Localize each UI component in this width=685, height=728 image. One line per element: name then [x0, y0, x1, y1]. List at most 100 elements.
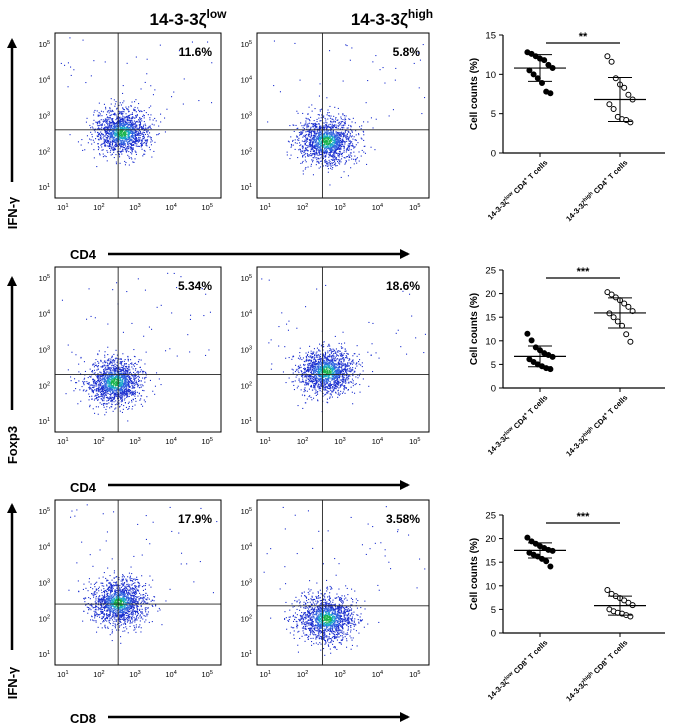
data-point [608, 291, 615, 298]
event-dot [122, 140, 124, 142]
event-dot [337, 140, 339, 142]
event-dot [130, 363, 132, 365]
event-dot [108, 123, 110, 125]
event-dot [132, 374, 134, 376]
event-dot [115, 140, 117, 142]
event-dot [143, 138, 145, 140]
event-dot [349, 134, 351, 136]
event-dot [97, 149, 99, 151]
event-dot [307, 113, 309, 115]
event-dot [103, 394, 105, 396]
event-dot [115, 144, 117, 146]
event-dot [113, 131, 115, 133]
event-dot [135, 56, 137, 58]
event-dot [103, 375, 105, 377]
event-dot [315, 138, 317, 140]
event-dot [112, 384, 114, 386]
event-dot [343, 171, 345, 173]
event-dot [316, 143, 318, 145]
event-dot [323, 130, 325, 132]
event-dot [111, 365, 113, 367]
event-dot [108, 126, 110, 128]
event-dot [116, 388, 118, 390]
event-dot [337, 144, 339, 146]
event-dot [67, 62, 69, 64]
event-dot [112, 129, 114, 131]
event-dot [138, 392, 140, 394]
event-dot [102, 120, 104, 122]
event-dot [354, 155, 356, 157]
event-dot [335, 149, 337, 151]
event-dot [105, 130, 107, 132]
event-dot [318, 162, 320, 164]
event-dot [338, 113, 340, 115]
event-dot [130, 123, 132, 125]
event-dot [319, 125, 321, 127]
event-dot [120, 366, 122, 368]
event-dot [123, 384, 125, 386]
event-dot [82, 382, 84, 384]
event-dot [120, 384, 122, 386]
event-dot [121, 143, 123, 145]
event-dot [78, 380, 80, 382]
event-dot [120, 379, 122, 381]
event-dot [309, 141, 311, 143]
event-dot [123, 395, 125, 397]
event-dot [345, 115, 347, 117]
event-dot [131, 135, 133, 137]
event-dot [130, 392, 132, 394]
event-dot [116, 381, 118, 383]
data-point [629, 308, 636, 315]
event-dot [118, 358, 120, 360]
event-dot [344, 133, 346, 135]
event-dot [120, 377, 122, 379]
event-dot [141, 143, 143, 145]
event-dot [307, 150, 309, 152]
event-dot [109, 132, 111, 134]
event-dot [342, 121, 344, 123]
event-dot [123, 118, 125, 120]
event-dot [413, 62, 415, 64]
event-dot [115, 163, 117, 165]
event-dot [94, 389, 96, 391]
event-dot [319, 148, 321, 150]
event-dot [330, 143, 332, 145]
event-dot [110, 144, 112, 146]
event-dot [325, 145, 327, 147]
event-dot [108, 383, 110, 385]
event-dot [106, 396, 108, 398]
event-dot [341, 128, 343, 130]
event-dot [142, 370, 144, 372]
event-dot [136, 120, 138, 122]
event-dot [326, 161, 328, 163]
event-dot [119, 385, 121, 387]
event-dot [94, 372, 96, 374]
tick-base: 10 [39, 76, 47, 85]
event-dot [301, 150, 303, 152]
event-dot [102, 393, 104, 395]
event-dot [101, 396, 103, 398]
event-dot [121, 399, 123, 401]
event-dot [114, 126, 116, 128]
data-point [604, 53, 611, 60]
event-dot [154, 385, 156, 387]
event-dot [126, 108, 128, 110]
event-dot [98, 396, 100, 398]
event-dot [302, 148, 304, 150]
data-point [610, 314, 617, 321]
event-dot [110, 389, 112, 391]
event-dot [127, 370, 129, 372]
event-dot [140, 369, 142, 371]
event-dot [165, 350, 167, 352]
event-dot [333, 139, 335, 141]
event-dot [334, 139, 336, 141]
event-dot [138, 136, 140, 138]
event-dot [109, 145, 111, 147]
event-dot [100, 136, 102, 138]
event-dot [319, 109, 321, 111]
event-dot [154, 117, 156, 119]
event-dot [315, 143, 317, 145]
event-dot [103, 143, 105, 145]
event-dot [118, 132, 120, 134]
event-dot [158, 378, 160, 380]
